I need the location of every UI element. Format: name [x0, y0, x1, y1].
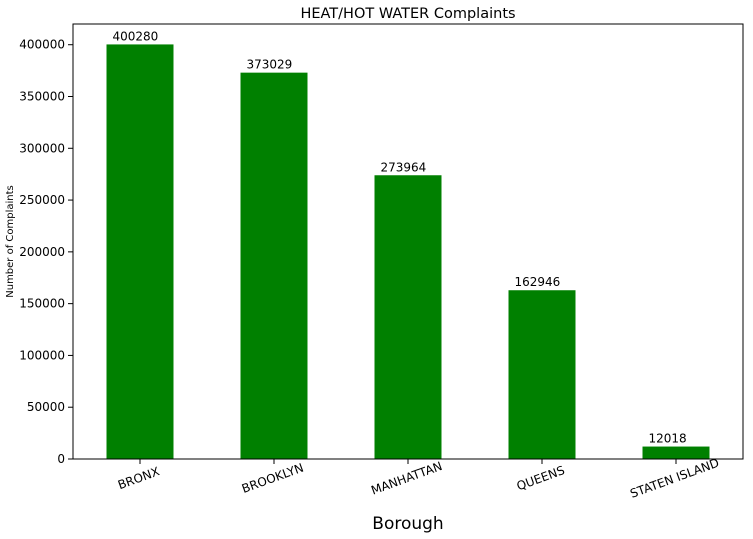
x-tick-label: BRONX: [116, 464, 161, 492]
data-label: 273964: [381, 160, 427, 174]
data-label: 162946: [515, 275, 561, 289]
x-tick-label: BROOKLYN: [240, 461, 306, 496]
data-label: 373029: [247, 58, 293, 72]
bar-staten-island: [642, 446, 710, 459]
y-tick-label: 200000: [19, 245, 65, 259]
x-axis: BRONX BROOKLYN MANHATTAN QUEENS STATEN ISLAN…: [116, 456, 721, 501]
bar-brooklyn: [240, 72, 308, 460]
y-tick-label: 50000: [27, 400, 65, 414]
data-label: 400280: [113, 29, 159, 43]
y-axis: 0 50000 100000 150000 200000 250000 300000 3500…: [19, 38, 73, 466]
data-label: 12018: [649, 432, 687, 446]
y-tick-label: 300000: [19, 141, 65, 155]
x-axis-label: Borough: [372, 514, 443, 534]
x-tick-label: QUEENS: [515, 463, 567, 493]
x-tick-label: MANHATTAN: [369, 459, 444, 498]
y-tick-label: 250000: [19, 193, 65, 207]
bars-group: [106, 44, 710, 460]
bar-queens: [508, 290, 576, 459]
y-tick-label: 0: [57, 452, 65, 466]
y-tick-label: 400000: [19, 38, 65, 52]
bar-bronx: [106, 44, 174, 459]
plot-frame: [72, 23, 744, 460]
y-tick-label: 350000: [19, 90, 65, 104]
data-labels-group: 400280 373029 273964 162946 12018: [113, 29, 687, 445]
x-tick-label: STATEN ISLAND: [628, 456, 721, 501]
y-tick-label: 150000: [19, 297, 65, 311]
bar-manhattan: [374, 175, 442, 459]
y-tick-label: 100000: [19, 348, 65, 362]
chart-title: HEAT/HOT WATER Complaints: [300, 6, 515, 22]
y-axis-label: Number of Complaints: [5, 185, 16, 298]
